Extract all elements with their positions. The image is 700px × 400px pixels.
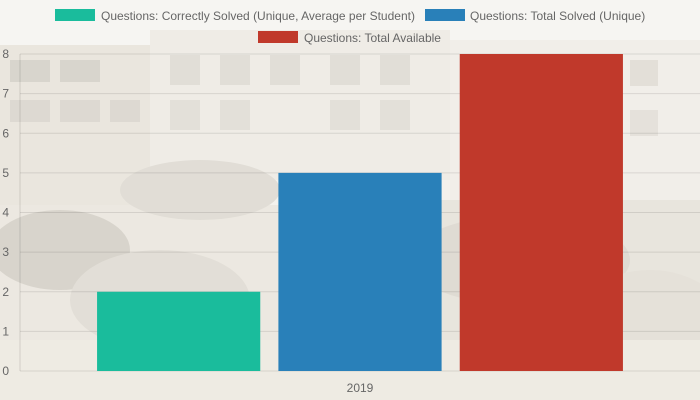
y-axis: 0 1 2 3 4 5 6 7 8 (2, 47, 9, 378)
legend-label: Questions: Correctly Solved (Unique, Ave… (101, 9, 415, 23)
bars (97, 54, 623, 371)
y-tick-label: 8 (2, 47, 9, 61)
y-tick-label: 6 (2, 126, 9, 140)
legend-swatch (55, 9, 95, 21)
legend: Questions: Correctly Solved (Unique, Ave… (55, 9, 645, 45)
x-tick-label: 2019 (347, 381, 374, 395)
y-tick-label: 2 (2, 285, 9, 299)
y-tick-label: 0 (2, 364, 9, 378)
legend-swatch (425, 9, 465, 21)
y-tick-label: 5 (2, 166, 9, 180)
y-tick-label: 7 (2, 87, 9, 101)
legend-item[interactable]: Questions: Total Available (258, 31, 441, 45)
bar[interactable] (278, 172, 442, 371)
legend-label: Questions: Total Available (304, 31, 441, 45)
y-tick-label: 1 (2, 324, 9, 338)
legend-item[interactable]: Questions: Total Solved (Unique) (425, 9, 645, 23)
y-tick-label: 3 (2, 245, 9, 259)
legend-item[interactable]: Questions: Correctly Solved (Unique, Ave… (55, 9, 415, 23)
legend-swatch (258, 31, 298, 43)
bar[interactable] (97, 291, 261, 371)
bar[interactable] (459, 54, 623, 371)
legend-label: Questions: Total Solved (Unique) (470, 9, 645, 23)
y-tick-label: 4 (2, 206, 9, 220)
x-axis: 2019 (347, 381, 374, 395)
